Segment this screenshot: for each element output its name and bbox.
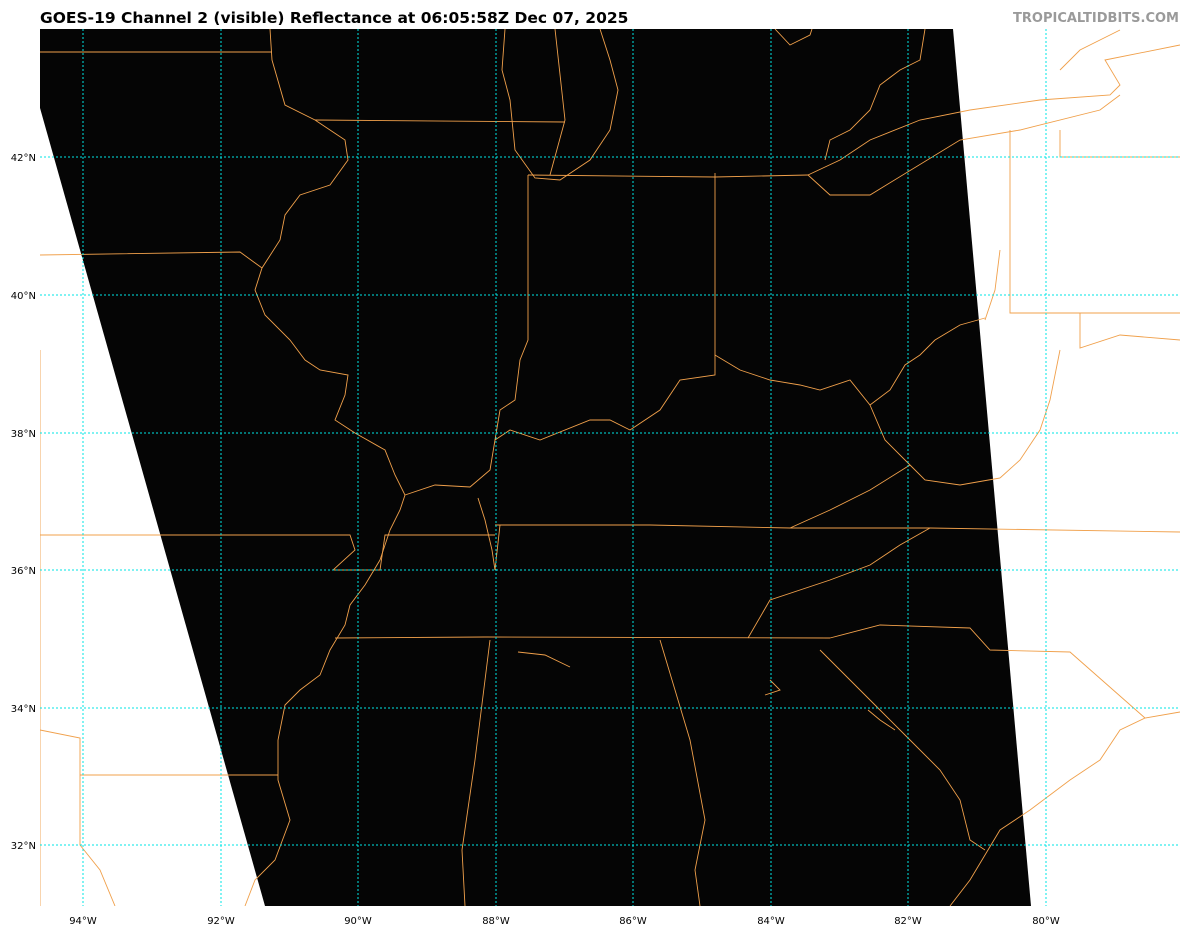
lat-label: 36°N: [11, 566, 36, 577]
lon-label: 84°W: [757, 916, 785, 927]
lon-label: 92°W: [207, 916, 235, 927]
graticule-gridlines: [40, 29, 1180, 906]
state-borders-coastlines: [40, 29, 1180, 906]
lat-label: 42°N: [11, 153, 36, 164]
lat-label: 34°N: [11, 704, 36, 715]
lon-label: 88°W: [482, 916, 510, 927]
lat-label: 38°N: [11, 429, 36, 440]
lon-label: 80°W: [1032, 916, 1060, 927]
map-title: GOES-19 Channel 2 (visible) Reflectance …: [40, 9, 629, 27]
brand-watermark: TROPICALTIDBITS.COM: [1013, 11, 1179, 26]
lon-label: 86°W: [619, 916, 647, 927]
satellite-imagery-swath: [40, 29, 1031, 906]
lat-label: 40°N: [11, 291, 36, 302]
lon-label: 82°W: [894, 916, 922, 927]
lon-label: 90°W: [344, 916, 372, 927]
lon-label: 94°W: [69, 916, 97, 927]
lat-label: 32°N: [11, 841, 36, 852]
